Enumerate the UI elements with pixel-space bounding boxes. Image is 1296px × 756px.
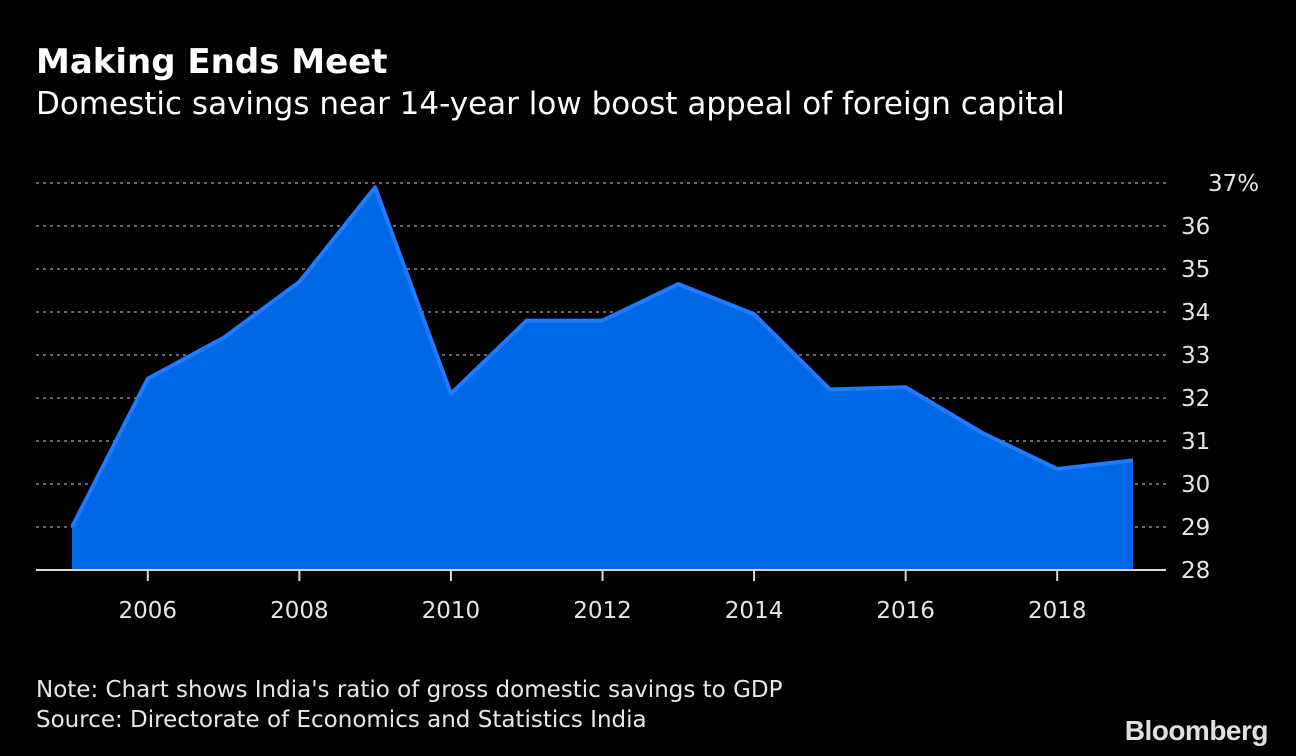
y-tick-label: 34	[1181, 300, 1210, 326]
y-tick-label: 35	[1181, 257, 1210, 283]
y-tick-label: 37%	[1208, 171, 1259, 197]
chart-source: Source: Directorate of Economics and Sta…	[36, 707, 647, 733]
y-tick-label: 36	[1181, 214, 1210, 240]
x-axis: 2006 2008 2010 2012 2014 2016 2018	[36, 569, 1166, 624]
y-tick-label: 29	[1181, 515, 1210, 541]
chart-title: Making Ends Meet	[36, 42, 388, 82]
y-tick-label: 33	[1181, 343, 1210, 369]
x-tick-label: 2012	[573, 598, 632, 624]
x-tick-label: 2006	[119, 598, 178, 624]
bloomberg-logo: Bloomberg	[1124, 715, 1269, 746]
y-tick-label: 30	[1181, 472, 1210, 498]
area-fill	[72, 187, 1133, 571]
x-tick-label: 2008	[270, 598, 329, 624]
area-series	[70, 185, 1134, 571]
x-tick-label: 2010	[422, 598, 481, 624]
x-tick-label: 2014	[725, 598, 784, 624]
footer-notes: Note: Chart shows India's ratio of gross…	[36, 675, 782, 735]
chart-note: Note: Chart shows India's ratio of gross…	[36, 677, 783, 703]
y-tick-label: 32	[1181, 386, 1210, 412]
x-tick-label: 2018	[1028, 598, 1087, 624]
y-tick-label: 31	[1181, 429, 1210, 455]
x-tick-label: 2016	[876, 598, 935, 624]
chart-subtitle: Domestic savings near 14-year low boost …	[36, 86, 1065, 122]
y-axis: 28 29 30 31 32 33 34 35 36 37%	[1181, 171, 1259, 584]
y-tick-label: 28	[1181, 558, 1210, 584]
